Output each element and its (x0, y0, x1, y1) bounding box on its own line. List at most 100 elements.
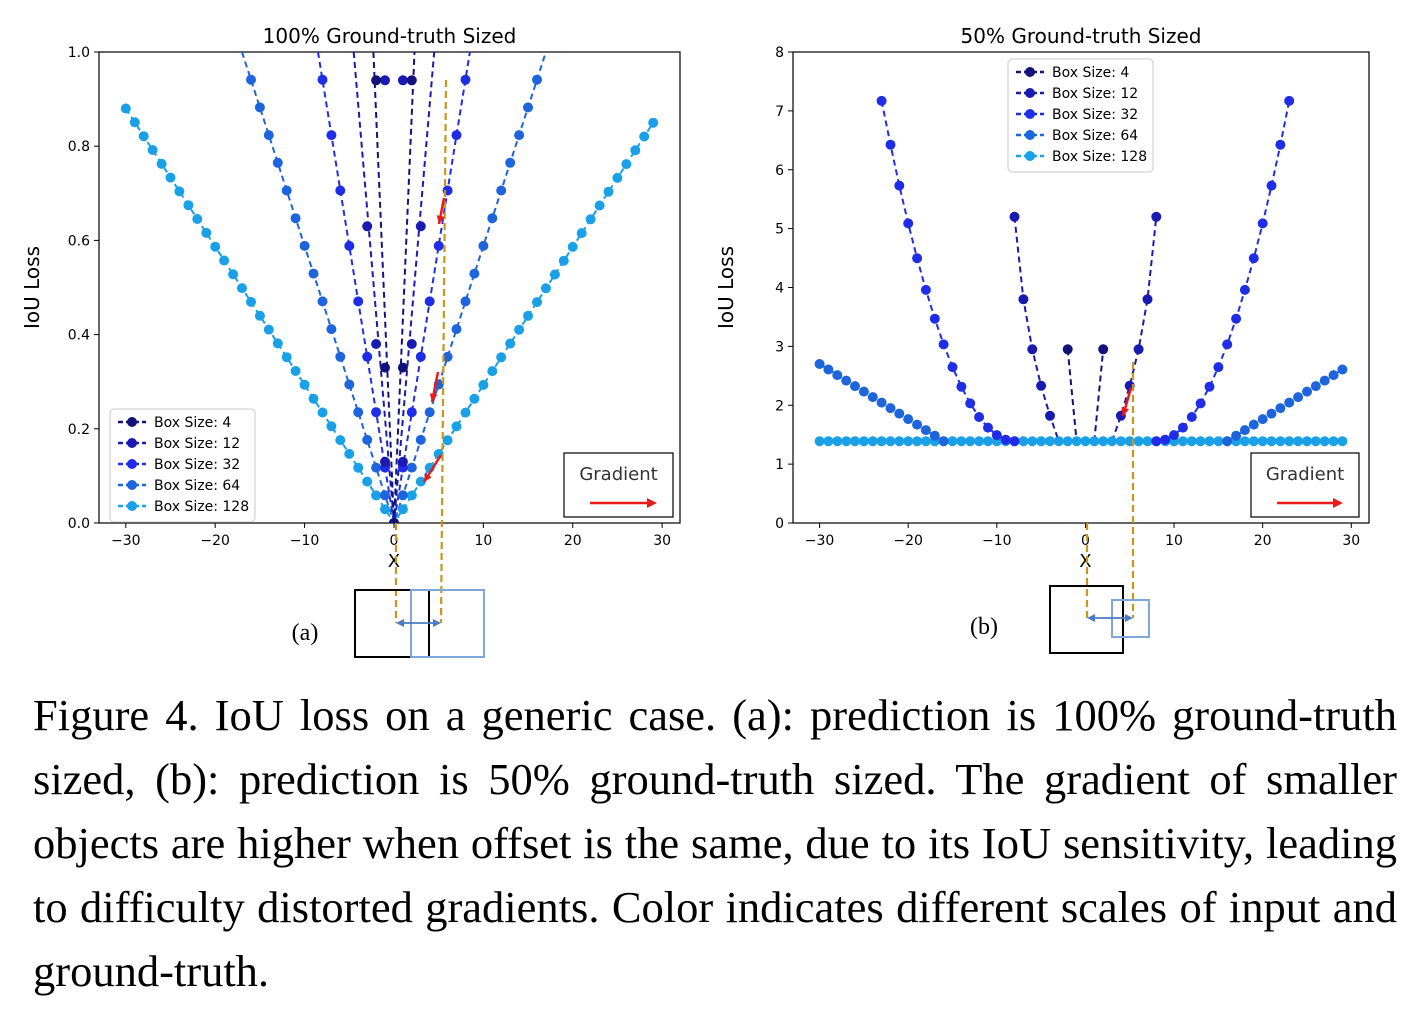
panel-a-series-2-point (317, 74, 328, 85)
panel-b-series-4-point (1204, 436, 1215, 447)
panel-a-series-0-point (406, 75, 417, 86)
panel-b-series-3-point (903, 414, 914, 425)
panel-b-series-2-point (929, 313, 940, 324)
panel-a-series-4-point (344, 448, 355, 459)
panel-b-series-2-point (956, 381, 967, 392)
panel-b-series-1-point (1151, 211, 1162, 222)
panel-b-xtick-label: 0 (1081, 533, 1090, 549)
panel-b-series-4-point (1328, 436, 1339, 447)
panel-b-series-2-point (1151, 436, 1162, 447)
panel-a-series-0-point (397, 362, 408, 373)
panel-a-series-3-point (353, 407, 364, 418)
panel-a-series-4-point (210, 241, 221, 252)
panel-b-series-2-point (912, 253, 923, 264)
panel-a-series-4-point (147, 145, 158, 155)
panel-a-series-4-point (371, 490, 382, 501)
panel-a-series-3-point (442, 351, 453, 362)
panel-b-legend-marker (1025, 109, 1035, 119)
panel-b-series-4-point (903, 436, 914, 447)
panel-b-series-4-point (823, 436, 834, 447)
panel-b-xtick-label: −30 (805, 533, 835, 549)
panel-a-label: (a) (292, 620, 319, 646)
panel-a-chart: 100% Ground-truth Sized IoU Loss −30 −20 −10… (20, 24, 681, 658)
panel-b-series-1-point (1133, 344, 1144, 355)
panel-a-series-4-point (558, 255, 569, 266)
panel-a-series-4-point (496, 352, 507, 363)
panel-a-series-3-point (380, 490, 390, 501)
panel-b-series-3-point (1337, 364, 1348, 375)
panel-a-legend-marker (127, 480, 137, 490)
panel-a-series-1-point (380, 75, 390, 86)
panel-b-series-4-point (1133, 436, 1144, 447)
panel-b-series-4-point (1045, 436, 1055, 447)
panel-b-series-2-point (1231, 313, 1242, 324)
panel-a-offset-line (439, 79, 448, 624)
panel-a-series-4-point (540, 283, 551, 294)
panel-b-legend-label: Box Size: 64 (1052, 128, 1138, 144)
panel-b-red-arrow-head (1121, 407, 1129, 416)
panel-a-series-4-point (174, 186, 185, 197)
panel-b-ytick-label: 1 (775, 457, 784, 473)
panel-a-series-3-point (397, 490, 408, 501)
panel-a-xtick-label: −20 (200, 533, 230, 549)
panel-b-series-4-point (1177, 436, 1188, 447)
panel-a-series-4-point (362, 476, 373, 487)
panel-b-series-4-point (920, 436, 931, 447)
panel-b-series-2-point (920, 284, 931, 295)
panel-b-series-4-point (1266, 436, 1277, 447)
panel-a-series-2-point (362, 351, 373, 362)
panel-b-xtick-label: 30 (1342, 533, 1360, 549)
panel-b-series-2-point (938, 339, 949, 350)
panel-a-ylabel: IoU Loss (20, 246, 44, 329)
panel-a-series-4-point (469, 393, 480, 404)
panel-a-series-4-point (272, 338, 283, 349)
panel-b-series-4-point (1195, 436, 1206, 447)
panel-b-series-3-point (1239, 425, 1250, 436)
panel-b-legend-label: Box Size: 4 (1052, 65, 1129, 81)
figure-caption: Figure 4. IoU loss on a generic case. (a… (33, 690, 1397, 996)
panel-b-series-0-line (1093, 349, 1105, 442)
panel-a-series-4-point (254, 310, 265, 321)
panel-a-series-2-point (335, 185, 346, 196)
panel-a-series-2-point (415, 351, 426, 362)
panel-a-series-2-point (433, 240, 444, 251)
panel-a-series-3-point (514, 130, 525, 141)
panel-b-series-4-point (1293, 436, 1304, 447)
panel-a-series-3-point (290, 213, 301, 224)
panel-a-series-4-point (308, 393, 319, 404)
panel-a-series-4-point (523, 310, 533, 321)
panel-b-series-3-point (920, 425, 931, 436)
panel-b-series-3-point (850, 381, 860, 392)
panel-b-series-0-line (1066, 349, 1078, 442)
panel-a-series-4-point (630, 145, 641, 156)
panel-a-series-4-point (317, 407, 328, 418)
panel-b-legend-label: Box Size: 12 (1052, 86, 1138, 102)
panel-b-series-2-point (1009, 436, 1020, 447)
panel-b-series-2-point (1213, 362, 1224, 373)
panel-b-series-3-point (858, 386, 869, 397)
panel-b-series-4-point (1302, 436, 1312, 447)
panel-a-series-3-point (406, 462, 417, 473)
panel-a-series-3-point (523, 102, 533, 113)
panel-b-xtick-label: −10 (982, 533, 1012, 549)
panel-a-series-4-point (129, 117, 140, 128)
panel-a-series-4-point (228, 269, 239, 280)
panel-b-series-1-point (1142, 294, 1153, 305)
panel-b-series-4-point (912, 436, 923, 447)
panel-a-offset-arrow-left (396, 619, 404, 627)
panel-b-ytick-label: 7 (775, 104, 784, 120)
panel-a-plot-area (120, 52, 659, 523)
panel-a-offset-arrow-right (433, 619, 441, 627)
panel-b-series-2-point (1222, 339, 1233, 350)
panel-b-chart: 50% Ground-truth Sized IoU Loss −30 −20 −10 0… (714, 24, 1370, 654)
panel-b-series-4-point (1248, 436, 1259, 447)
panel-a-series-4-point (478, 379, 489, 390)
panel-a-series-4-point (281, 352, 292, 363)
panel-b-ytick-label: 5 (775, 222, 784, 238)
panel-a-series-4-point (326, 421, 337, 432)
panel-b-series-3-point (1302, 386, 1312, 397)
panel-b-offset-arrow-right (1125, 614, 1133, 622)
panel-b-series-2-point (1186, 412, 1197, 422)
panel-a-series-3-point (415, 434, 426, 445)
panel-a-series-4-point (183, 200, 194, 211)
